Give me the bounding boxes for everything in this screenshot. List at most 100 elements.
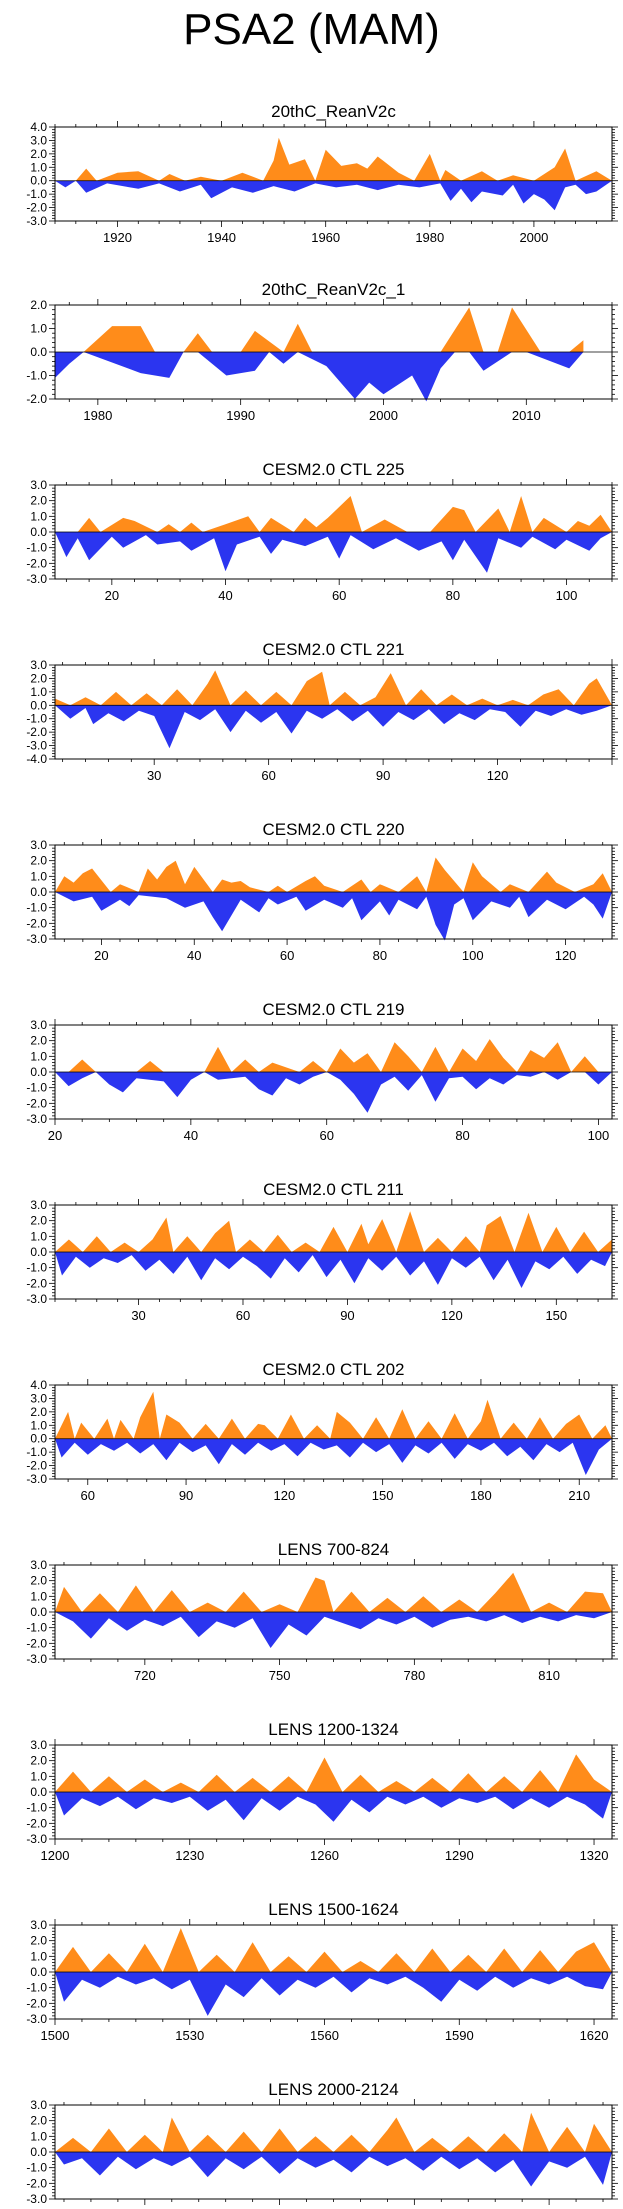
x-tick-label: 1320 bbox=[580, 1848, 609, 1863]
y-tick-label: -1.0 bbox=[26, 901, 47, 915]
area-series-positive bbox=[55, 857, 612, 892]
y-tick-label: -2.0 bbox=[26, 1816, 47, 1830]
x-tick-label: 100 bbox=[588, 1128, 610, 1143]
y-tick-label: 3.0 bbox=[30, 1391, 47, 1405]
y-tick-label: 1.0 bbox=[30, 869, 47, 883]
area-series-positive bbox=[55, 1391, 612, 1439]
y-tick-label: -2.0 bbox=[26, 2176, 47, 2190]
x-tick-label: 150 bbox=[372, 1488, 394, 1503]
y-tick-label: 0.0 bbox=[30, 1965, 47, 1979]
area-series-negative bbox=[55, 1072, 612, 1113]
x-tick-label: 20 bbox=[48, 1128, 62, 1143]
y-tick-label: 3.0 bbox=[30, 1198, 47, 1212]
chart-title: 20thC_ReanV2c_1 bbox=[262, 280, 406, 299]
x-tick-label: 40 bbox=[187, 948, 201, 963]
y-tick-label: -2.0 bbox=[26, 392, 47, 406]
chart-panel-7: CESM2.0 CTL 211 3.0 2.01.0 0.0 -1.0-2.0 -3.0 3… bbox=[26, 1180, 618, 1323]
y-tick-label: -3.0 bbox=[26, 932, 47, 946]
x-tick-label: 60 bbox=[280, 948, 294, 963]
y-tick-label: 0.0 bbox=[30, 1432, 47, 1446]
x-tick-label: 1990 bbox=[226, 408, 255, 423]
y-tick-label: 0.0 bbox=[30, 1065, 47, 1079]
x-tick-label: 1940 bbox=[207, 230, 236, 245]
y-tick-label: 4.0 bbox=[30, 1378, 47, 1392]
y-tick-label: -1.0 bbox=[26, 1081, 47, 1095]
y-tick-label: 1.0 bbox=[30, 1769, 47, 1783]
area-series-negative bbox=[55, 892, 612, 941]
area-series-positive bbox=[55, 1211, 612, 1252]
area-series-negative bbox=[55, 2152, 612, 2187]
y-tick-label: -2.0 bbox=[26, 916, 47, 930]
y-tick-label: 0.0 bbox=[30, 174, 47, 188]
y-tick-label: -3.0 bbox=[26, 2012, 47, 2026]
area-series-positive bbox=[55, 137, 612, 181]
y-tick-label: -3.0 bbox=[26, 1292, 47, 1306]
x-tick-label: 120 bbox=[274, 1488, 296, 1503]
y-tick-label: -1.0 bbox=[26, 1981, 47, 1995]
plot-frame bbox=[54, 1384, 613, 1480]
x-tick-label: 1500 bbox=[41, 2028, 70, 2043]
y-tick-label: -3.0 bbox=[26, 739, 47, 753]
y-tick-label: 3.0 bbox=[30, 1738, 47, 1752]
x-tick-label: 90 bbox=[340, 1308, 354, 1323]
y-tick-label: 0.0 bbox=[30, 698, 47, 712]
x-tick-label: 210 bbox=[568, 1488, 590, 1503]
chart-title: CESM2.0 CTL 219 bbox=[262, 1000, 404, 1019]
x-tick-label: 60 bbox=[319, 1128, 333, 1143]
chart-panel-3: CESM2.0 CTL 225 3.0 2.01.0 0.0 -1.0-2.0 -3.0 2… bbox=[26, 460, 618, 603]
area-series-negative bbox=[55, 1612, 612, 1648]
area-series-negative bbox=[55, 1252, 612, 1288]
y-tick-label: -3.0 bbox=[26, 1472, 47, 1486]
chart-panel-5: CESM2.0 CTL 220 3.0 2.01.0 0.0 -1.0-2.0 -3.0 2… bbox=[26, 820, 618, 963]
x-tick-label: 30 bbox=[131, 1308, 145, 1323]
y-tick-label: 4.0 bbox=[30, 120, 47, 134]
y-tick-label: -1.0 bbox=[26, 1445, 47, 1459]
x-tick-label: 40 bbox=[184, 1128, 198, 1143]
x-tick-label: 60 bbox=[332, 588, 346, 603]
y-tick-label: 0.0 bbox=[30, 885, 47, 899]
y-tick-label: 1.0 bbox=[30, 509, 47, 523]
area-series-negative bbox=[55, 1972, 612, 2016]
y-tick-label: 3.0 bbox=[30, 478, 47, 492]
x-tick-label: 100 bbox=[462, 948, 484, 963]
area-series-positive bbox=[55, 1572, 612, 1612]
y-tick-label: 3.0 bbox=[30, 1558, 47, 1572]
area-series-positive bbox=[55, 1754, 612, 1792]
chart-panel-12: LENS 2000-21243.02.01.00.0-1.0-2.0-3.019… bbox=[26, 2080, 618, 2209]
x-tick-label: 2000 bbox=[519, 230, 548, 245]
y-tick-label: -1.0 bbox=[26, 541, 47, 555]
area-series-positive bbox=[55, 1039, 599, 1072]
chart-title: LENS 1200-1324 bbox=[268, 1720, 398, 1739]
area-series-positive bbox=[55, 670, 612, 706]
x-tick-label: 1620 bbox=[580, 2028, 609, 2043]
chart-panel-6: CESM2.0 CTL 219 3.0 2.01.0 0.0 -1.0-2.0 -3.02… bbox=[26, 1000, 618, 1143]
y-tick-label: 2.0 bbox=[30, 1405, 47, 1419]
x-tick-label: 1560 bbox=[310, 2028, 339, 2043]
chart-title: LENS 1500-1624 bbox=[268, 1900, 398, 1919]
plot-frame bbox=[54, 664, 613, 760]
x-tick-label: 1200 bbox=[41, 1848, 70, 1863]
x-tick-label: 80 bbox=[373, 948, 387, 963]
area-series-negative bbox=[55, 352, 612, 402]
area-series-negative bbox=[55, 1792, 612, 1822]
y-tick-label: -2.0 bbox=[26, 725, 47, 739]
y-tick-label: 3.0 bbox=[30, 1918, 47, 1932]
x-tick-label: 120 bbox=[487, 768, 509, 783]
y-tick-label: -1.0 bbox=[26, 2161, 47, 2175]
y-tick-label: 3.0 bbox=[30, 133, 47, 147]
x-tick-label: 1920 bbox=[103, 230, 132, 245]
x-tick-label: 1590 bbox=[445, 2028, 474, 2043]
x-tick-label: 80 bbox=[455, 1128, 469, 1143]
area-series-negative bbox=[55, 532, 612, 573]
y-tick-label: -1.0 bbox=[26, 712, 47, 726]
area-series-negative bbox=[55, 1438, 612, 1475]
x-tick-label: 1530 bbox=[175, 2028, 204, 2043]
y-tick-label: 1.0 bbox=[30, 1229, 47, 1243]
y-tick-label: 3.0 bbox=[30, 838, 47, 852]
y-tick-label: 2.0 bbox=[30, 147, 47, 161]
y-tick-label: 2.0 bbox=[30, 1034, 47, 1048]
y-tick-label: -3.0 bbox=[26, 1112, 47, 1126]
y-tick-label: 0.0 bbox=[30, 525, 47, 539]
x-tick-label: 20 bbox=[94, 948, 108, 963]
